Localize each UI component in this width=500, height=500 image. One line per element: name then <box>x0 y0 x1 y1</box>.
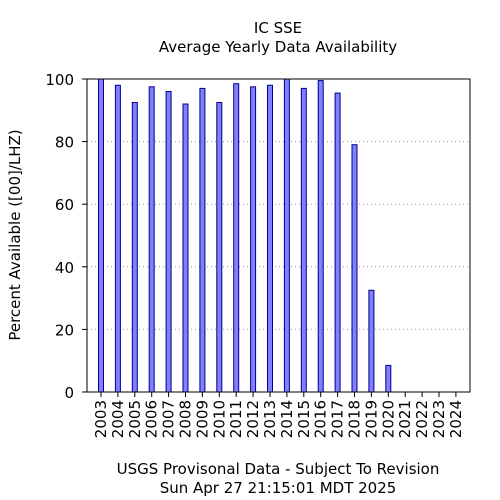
bar <box>267 84 273 393</box>
bar <box>351 144 358 393</box>
bar <box>368 289 375 393</box>
plot-frame <box>86 78 471 393</box>
x-tick-label: 2003 <box>92 400 110 438</box>
x-tick-label: 2015 <box>295 400 313 438</box>
x-tick-label: 2016 <box>312 400 330 438</box>
x-tick-label: 2011 <box>227 400 245 438</box>
bar <box>233 83 240 393</box>
x-tick-label: 2007 <box>160 400 178 438</box>
chart-subtitle: Average Yearly Data Availability <box>159 38 397 56</box>
x-tick-label: 2009 <box>193 400 211 438</box>
chart-title: IC SSE <box>254 19 302 37</box>
y-axis: 0 20 40 60 80 100 <box>45 71 87 402</box>
y-tick-label: 40 <box>55 259 74 277</box>
footer-timestamp: Sun Apr 27 21:15:01 MDT 2025 <box>160 479 397 497</box>
x-tick-label: 2021 <box>396 400 414 438</box>
x-tick-label: 2006 <box>143 400 161 438</box>
x-axis: 2003200420052006200720082009201020112012… <box>92 392 465 438</box>
bar <box>165 91 172 393</box>
x-tick-label: 2019 <box>362 400 380 438</box>
y-tick-label: 100 <box>45 71 74 89</box>
y-tick-label: 60 <box>55 196 74 214</box>
x-tick-label: 2014 <box>278 400 296 438</box>
x-tick-label: 2010 <box>210 400 228 438</box>
y-tick-label: 20 <box>55 321 74 339</box>
y-tick-label: 80 <box>55 134 74 152</box>
y-tick-label: 0 <box>64 384 74 402</box>
x-tick-label: 2022 <box>413 400 431 438</box>
footer-disclaimer: USGS Provisonal Data - Subject To Revisi… <box>117 460 440 478</box>
y-axis-label: Percent Available ([00]/LHZ) <box>6 129 24 340</box>
bar <box>385 364 392 393</box>
bars <box>98 78 392 393</box>
bar <box>182 103 189 393</box>
x-tick-label: 2024 <box>447 400 465 438</box>
bar <box>317 80 324 393</box>
x-tick-label: 2018 <box>346 400 364 438</box>
bar <box>283 78 290 393</box>
x-tick-label: 2020 <box>379 400 397 438</box>
bar <box>199 87 206 393</box>
bar <box>148 86 155 393</box>
x-tick-label: 2005 <box>126 400 144 438</box>
gridlines <box>87 141 470 330</box>
bar <box>334 92 341 393</box>
bar <box>131 101 138 393</box>
x-tick-label: 2008 <box>177 400 195 438</box>
bar <box>300 87 307 393</box>
x-tick-label: 2012 <box>244 400 262 438</box>
bar <box>250 86 257 393</box>
bar <box>98 78 104 393</box>
bar <box>216 101 223 393</box>
x-tick-label: 2017 <box>329 400 347 438</box>
x-tick-label: 2013 <box>261 400 279 438</box>
bar <box>114 84 121 393</box>
x-tick-label: 2004 <box>109 400 127 438</box>
x-tick-label: 2023 <box>430 400 448 438</box>
